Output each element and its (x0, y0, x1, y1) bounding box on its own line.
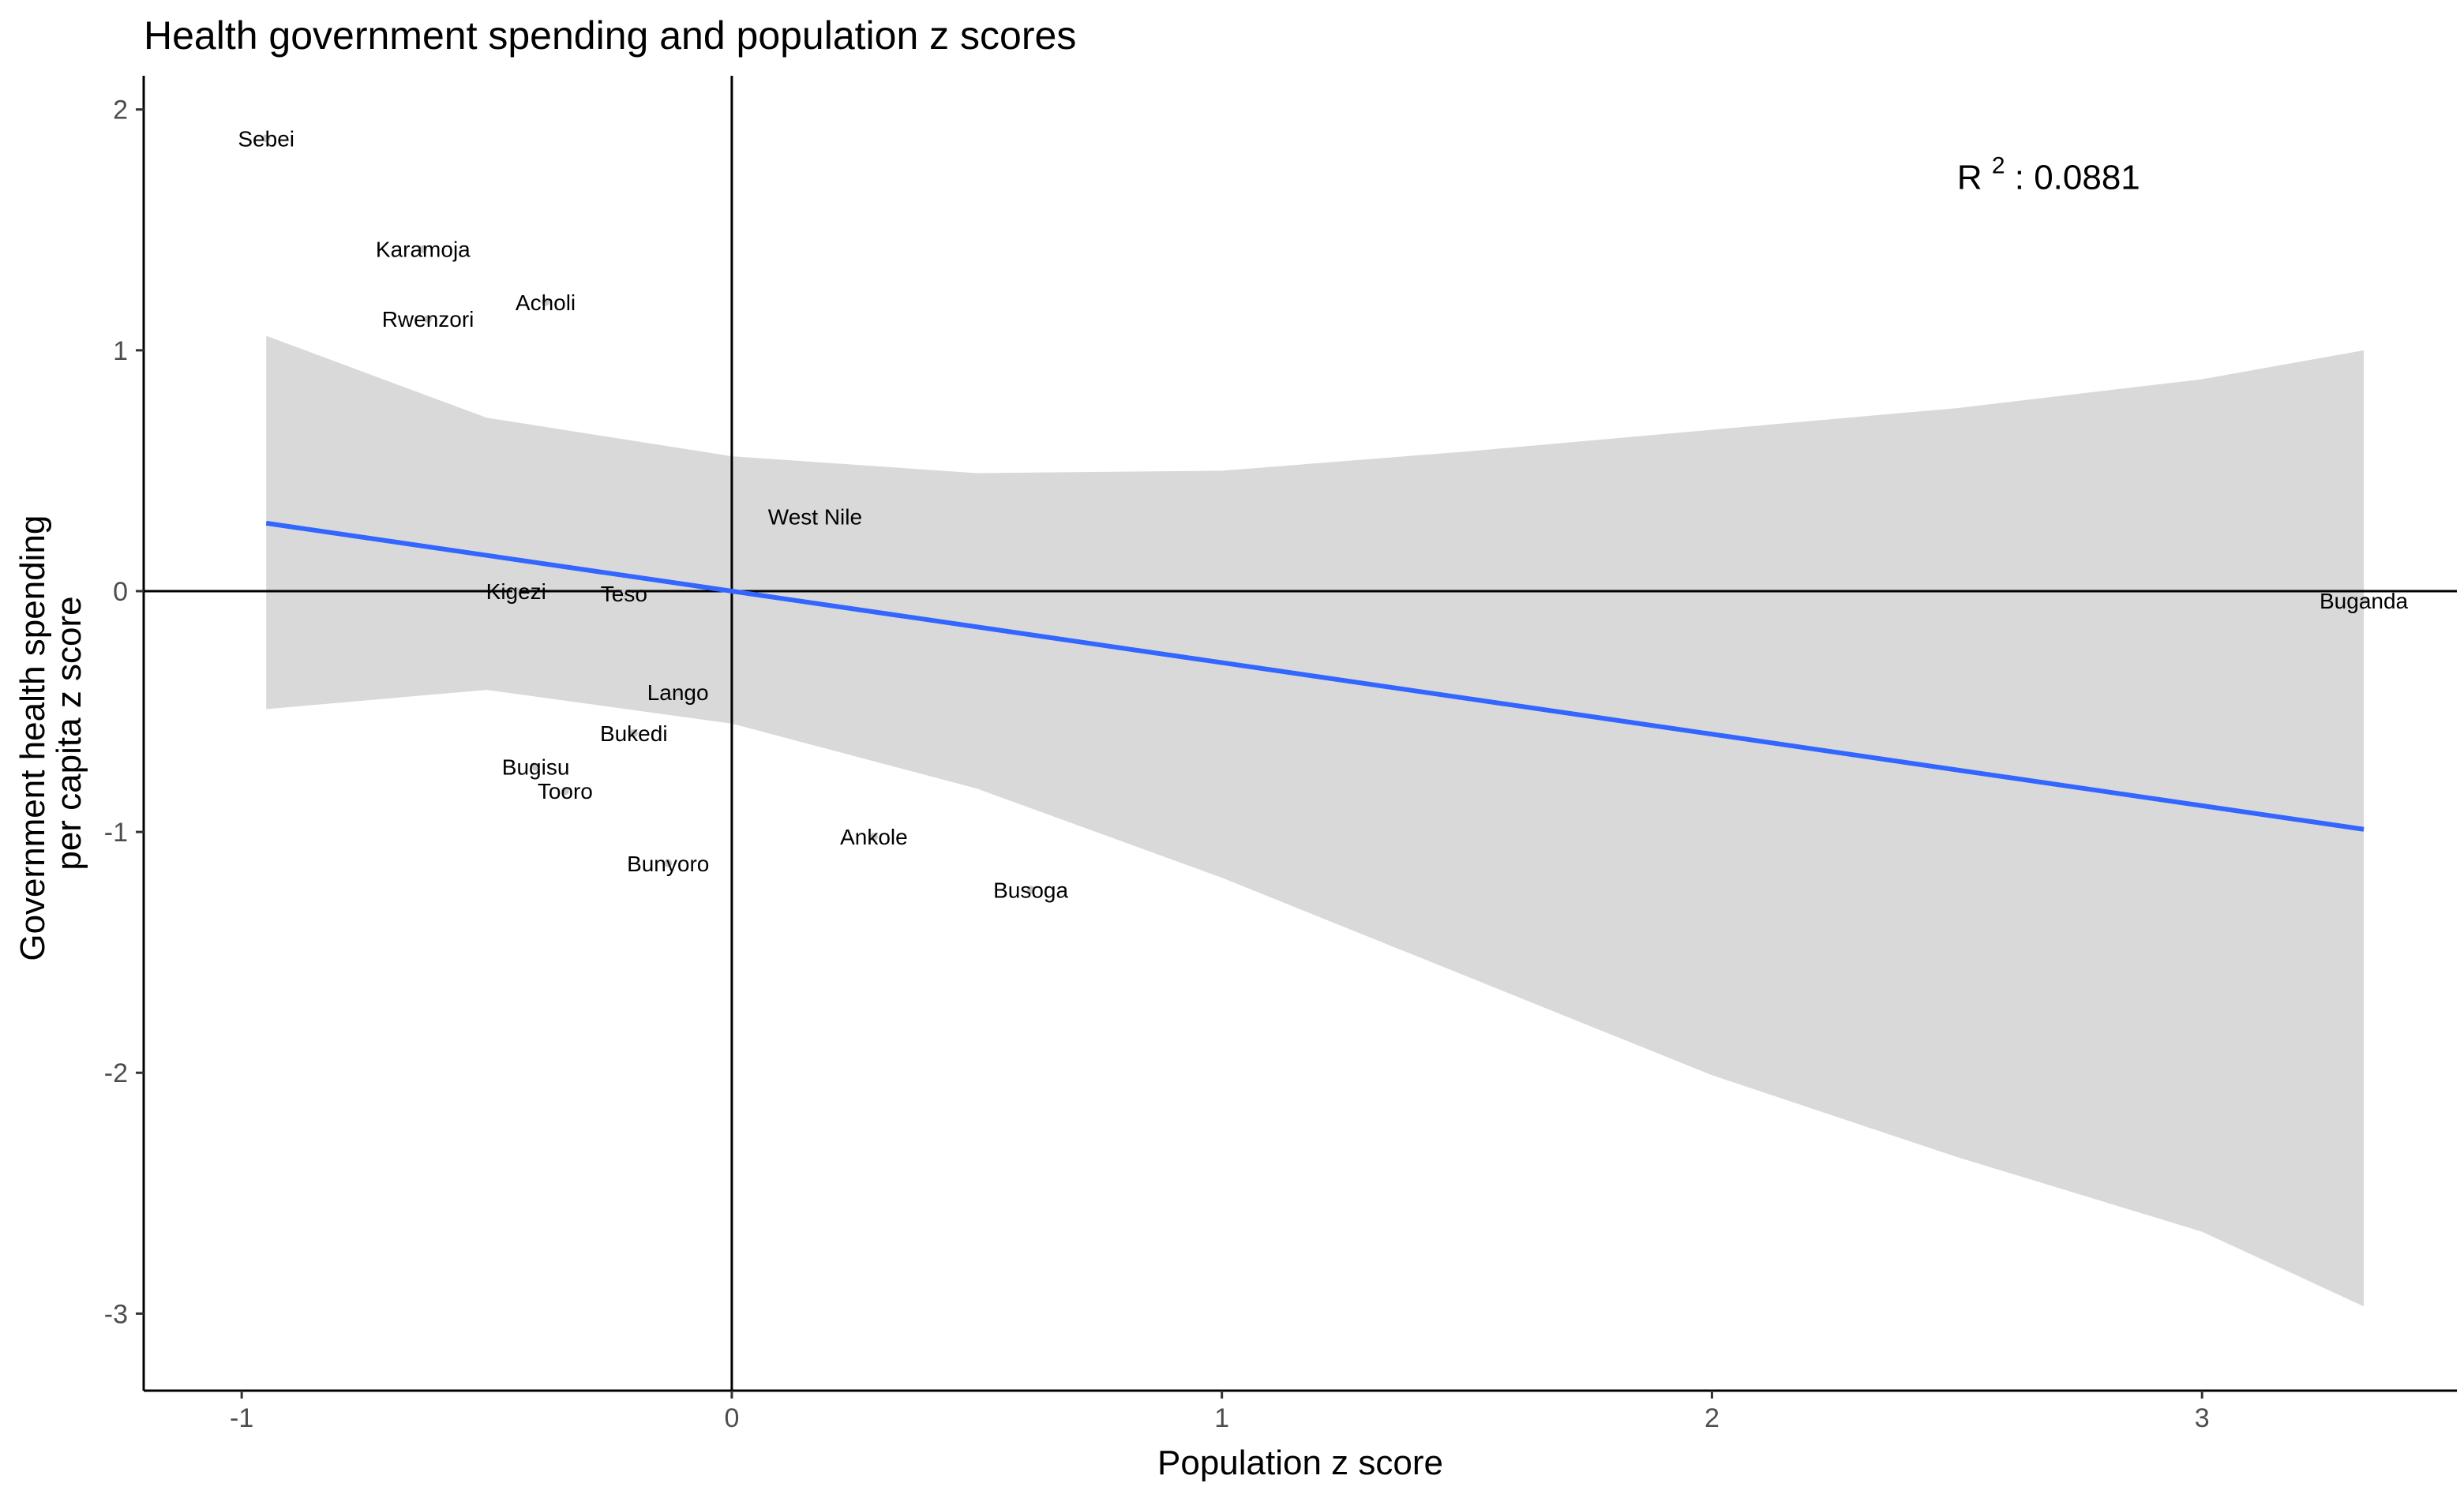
r-squared-value: : 0.0881 (2015, 158, 2140, 197)
point-label: Karamoja (376, 238, 471, 262)
data-point (673, 688, 682, 697)
y-tick-label: -1 (104, 818, 128, 848)
y-axis-title-line-1: Government health spending (13, 515, 52, 961)
y-tick-label: -2 (104, 1058, 128, 1088)
point-label: Bunyoro (627, 852, 709, 876)
y-tick-label: 2 (113, 95, 128, 125)
point-label: Acholi (516, 290, 576, 315)
data-point (2360, 597, 2368, 605)
data-point (418, 245, 427, 253)
data-point (869, 833, 878, 841)
point-label: Buganda (2320, 589, 2409, 613)
y-axis-title: Government health spending per capita z … (13, 505, 88, 961)
point-label: Tooro (538, 779, 593, 803)
axes: -1 0 1 2 3 -3 -2 -1 0 1 2 (104, 76, 2457, 1433)
data-point (531, 762, 540, 771)
y-axis-title-line-2: per capita z score (50, 596, 88, 870)
point-label: Ankole (840, 825, 908, 849)
x-axis-title: Population z score (1157, 1444, 1443, 1482)
point-label: Teso (601, 582, 647, 606)
data-point (262, 134, 271, 143)
x-tick-label: 1 (1214, 1403, 1229, 1433)
data-point (512, 586, 520, 595)
point-label: Lango (647, 680, 709, 705)
y-tick-label: 1 (113, 336, 128, 366)
r-squared-annotation: R 2 : 0.0881 (1957, 142, 2140, 197)
data-point (629, 729, 638, 737)
chart-title: Health government spending and populatio… (144, 13, 1076, 58)
r-squared-base: R (1957, 158, 1982, 197)
point-label: West Nile (768, 504, 862, 529)
point-label: Rwenzori (382, 307, 474, 331)
x-tick-label: -1 (230, 1403, 253, 1433)
point-label: Busoga (993, 878, 1068, 902)
data-point (561, 787, 569, 796)
y-tick-label: 0 (113, 577, 128, 607)
plot-area: Sebei Karamoja Acholi Rwenzori West Nile Kige… (144, 76, 2457, 1391)
data-point (542, 298, 550, 306)
y-tick-label: -3 (104, 1299, 128, 1329)
point-label: Sebei (238, 126, 294, 151)
data-point (620, 590, 628, 598)
data-point (424, 315, 433, 324)
x-tick-label: 3 (2195, 1403, 2210, 1433)
point-label: Bugisu (502, 755, 570, 780)
r-squared-superscript: 2 (1992, 152, 2005, 178)
data-point (664, 859, 673, 867)
x-tick-label: 0 (724, 1403, 739, 1433)
point-label: Kigezi (486, 579, 546, 604)
point-label: Bukedi (600, 721, 668, 746)
regression-line (265, 520, 2365, 832)
confidence-band (266, 335, 2365, 1307)
x-tick-label: 2 (1705, 1403, 1720, 1433)
data-point (811, 512, 819, 521)
data-point (1026, 886, 1035, 894)
